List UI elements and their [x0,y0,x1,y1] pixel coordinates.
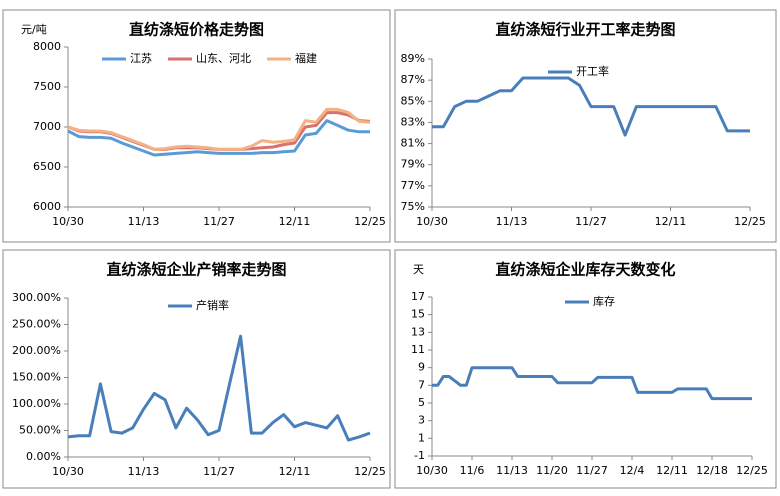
legend-label: 开工率 [576,64,609,78]
data-line [67,107,371,151]
y-tick-label: 100.00% [12,397,61,410]
x-tick-label: 12/11 [279,215,311,228]
x-tick-label: 11/13 [496,215,528,228]
x-tick-label: 10/30 [52,465,84,478]
y-tick-label: 7500 [33,80,61,93]
x-tick-label: 11/6 [460,464,485,477]
y-tick-label: 7 [418,378,425,391]
x-tick-label: 11/13 [128,465,160,478]
y-tick-label: 7000 [33,120,61,133]
chart-title: 直纺涤短行业开工率走势图 [495,21,675,39]
data-line [67,119,370,157]
y-tick-label: 15 [411,308,425,321]
x-tick-label: 11/13 [496,464,528,477]
y-tick-label: 8000 [33,40,61,53]
y-tick-label: 1 [418,431,425,444]
y-tick-label: 87% [401,73,425,86]
y-tick-label: 200.00% [12,344,61,357]
y-tick-label: 89% [401,52,425,65]
x-tick-label: 12/11 [655,215,687,228]
chart-title: 直纺涤短企业库存天数变化 [495,261,675,279]
x-tick-label: 11/27 [203,215,235,228]
x-tick-label: 12/25 [354,215,386,228]
x-tick-label: 10/30 [52,215,84,228]
y-tick-label: 6500 [33,160,61,173]
panel [394,249,777,489]
x-tick-label: 12/25 [736,464,768,477]
legend-label: 江苏 [130,52,152,65]
x-tick-label: 11/27 [576,464,608,477]
panel [2,249,391,489]
chart-title: 直纺涤短企业产销率走势图 [106,261,286,279]
y-tick-label: 17 [411,290,425,303]
y-tick-label: 50.00% [19,424,61,437]
legend-label: 福建 [295,51,317,65]
y-tick-label: 300.00% [12,291,61,304]
y-tick-label: 13 [411,325,425,338]
x-tick-label: 12/11 [656,464,688,477]
legend-label: 库存 [593,294,615,308]
y-tick-label: 83% [401,115,425,128]
x-tick-label: 11/20 [536,464,568,477]
y-tick-label: 250.00% [12,318,61,331]
y-tick-label: 150.00% [12,371,61,384]
y-tick-label: -1 [414,449,425,462]
x-tick-label: 10/30 [416,215,448,228]
y-axis-label: 天 [413,263,424,276]
y-tick-label: 77% [401,179,425,192]
y-tick-label: 3 [418,414,425,427]
y-tick-label: 5 [418,396,425,409]
y-tick-label: 81% [401,137,425,150]
y-tick-label: 85% [401,94,425,107]
data-line [432,366,752,401]
y-axis-label: 元/吨 [21,23,47,36]
x-tick-label: 10/30 [416,464,448,477]
x-tick-label: 12/11 [279,465,311,478]
y-tick-label: 79% [401,158,425,171]
x-tick-label: 12/4 [620,464,645,477]
x-tick-label: 11/27 [203,465,235,478]
y-tick-label: 9 [418,361,425,374]
x-tick-label: 12/25 [734,215,766,228]
x-tick-label: 11/13 [128,215,160,228]
chart-title: 直纺涤短价格走势图 [129,21,264,39]
y-tick-label: 11 [411,343,425,356]
legend-label: 产销率 [196,298,229,312]
data-line [432,76,750,137]
legend-label: 山东、河北 [196,52,251,65]
panel [394,9,777,243]
y-tick-label: 75% [401,200,425,213]
data-line [67,334,371,442]
x-tick-label: 11/27 [575,215,607,228]
x-tick-label: 12/25 [354,465,386,478]
y-tick-label: 0.00% [26,450,61,463]
x-tick-label: 12/18 [696,464,728,477]
y-tick-label: 6000 [33,200,61,213]
